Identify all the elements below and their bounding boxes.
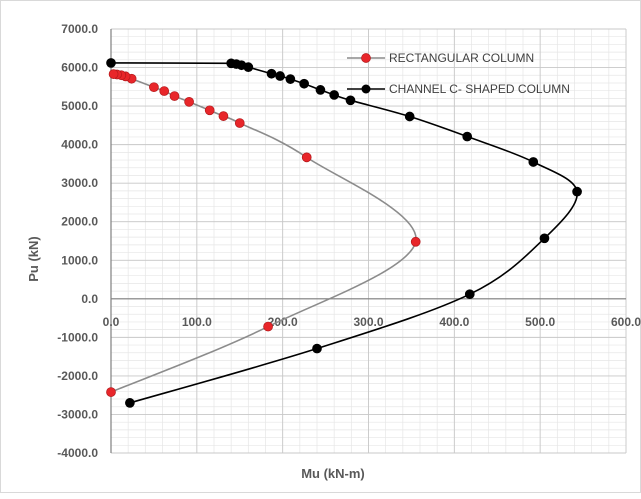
y-tick-label: 5000.0 [61,99,98,113]
y-tick-label: -4000.0 [57,446,98,460]
data-point-channel [539,233,550,244]
y-tick-label: -3000.0 [57,407,98,421]
data-point-rectangular [218,111,229,121]
data-point-rectangular [108,69,119,79]
legend-label-rectangular: RECTANGULAR COLUMN [389,51,534,65]
x-tick-label: 0.0 [103,315,120,329]
x-tick-label: 300.0 [353,315,383,329]
data-point-channel [572,186,582,197]
x-tick-label: 100.0 [182,315,212,329]
data-point-channel [299,78,309,89]
data-point-channel [345,95,356,106]
data-point-channel [404,111,415,122]
x-tick-label: 200.0 [268,315,298,329]
data-point-rectangular [169,91,180,101]
data-point-channel [462,131,473,142]
data-point-channel [106,58,116,68]
x-tick-label: 400.0 [439,315,469,329]
y-tick-label: 3000.0 [61,176,98,190]
x-tick-label: 600.0 [611,315,641,329]
legend-label-channel: CHANNEL C- SHAPED COLUMN [389,82,570,96]
data-point-channel [464,289,475,300]
data-point-rectangular [234,118,245,128]
y-tick-label: 1000.0 [61,253,98,267]
data-point-rectangular [301,152,312,163]
data-point-channel [315,85,326,95]
data-point-rectangular [263,321,273,332]
y-tick-label: 7000.0 [61,22,98,36]
data-point-rectangular [149,82,159,93]
y-axis-title: Pu (kN) [26,236,41,282]
data-point-rectangular [410,236,421,247]
y-tick-label: 6000.0 [61,61,98,75]
data-point-channel [125,398,135,408]
gridlines [110,28,627,454]
legend-marker-rectangular [361,53,371,63]
data-point-rectangular [106,387,116,397]
y-tick-label: 0.0 [81,292,98,306]
data-point-channel [275,71,285,81]
data-point-rectangular [184,97,194,107]
tick-labels: 0.0 100.0 200.0 300.0 400.0 500.0 600.0 7000.0 6… [57,22,641,460]
data-series [106,58,582,408]
y-tick-label: -1000.0 [57,330,98,344]
legend: RECTANGULAR COLUMN CHANNEL C- SHAPED COL… [347,51,570,96]
data-point-channel [226,58,237,69]
legend-marker-channel [361,84,371,94]
data-point-rectangular [204,105,215,116]
y-tick-label: 2000.0 [61,215,98,229]
x-tick-label: 500.0 [525,315,555,329]
x-axis-title: Mu (kN-m) [301,466,365,481]
data-point-channel [528,157,539,167]
y-tick-label: -2000.0 [57,369,98,383]
data-point-channel [285,74,296,84]
y-tick-label: 4000.0 [61,138,98,152]
data-point-channel [312,343,322,354]
data-point-channel [266,68,277,79]
data-point-rectangular [159,86,170,96]
data-point-channel [329,90,340,100]
